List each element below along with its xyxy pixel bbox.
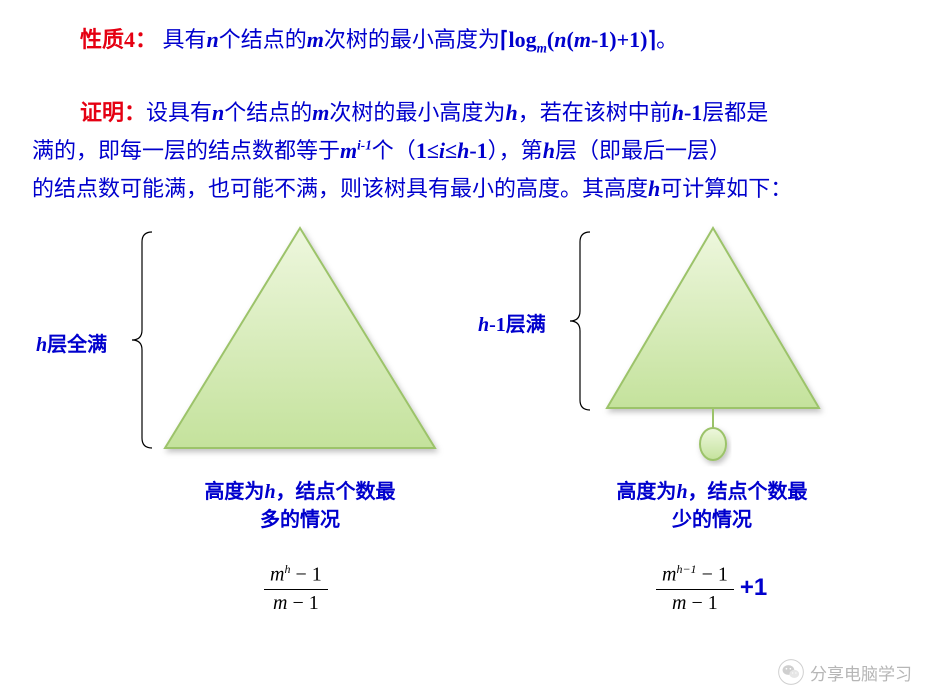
header-m: m — [307, 27, 324, 52]
p2b: 个（ — [372, 138, 416, 163]
lf-top-m: m — [270, 564, 284, 586]
right-side-label: h-1层满 — [478, 308, 546, 337]
rf-top-rest: − 1 — [697, 564, 728, 586]
rc1h: h — [676, 481, 687, 503]
p1c: 次树的最小高度为 — [329, 100, 505, 125]
p2le1: ≤ — [427, 138, 439, 163]
p2m: m — [340, 138, 357, 163]
p2le2: ≤ — [445, 138, 457, 163]
header-log: log — [509, 27, 537, 52]
proof-label: 证明： — [80, 100, 146, 125]
proof-line-3: 的结点数可能满，也可能不满，则该树具有最小的高度。其高度h可计算如下： — [32, 171, 792, 206]
left-side-label: h层全满 — [36, 328, 107, 357]
header-arg2: ( — [567, 27, 574, 52]
header-period: 。 — [656, 27, 678, 52]
rf-bot-m: m — [672, 592, 686, 614]
rf-top-sup: h−1 — [676, 562, 696, 576]
header-arg-m: m — [574, 27, 591, 52]
header-text-1: 具有 — [163, 27, 207, 52]
proof-line-1: 证明：设具有n个结点的m次树的最小高度为h，若在该树中前h-1层都是 — [80, 95, 768, 130]
header-text-3: 次树的最小高度为 — [324, 27, 500, 52]
right-side-mid: -1 — [489, 314, 506, 336]
right-caption-line1: 高度为h，结点个数最 — [582, 478, 842, 506]
p1h1: h — [672, 100, 684, 125]
p3b: 可计算如下： — [660, 176, 792, 201]
p2c: -1 — [469, 138, 487, 163]
left-side-h: h — [36, 334, 47, 356]
header-text-2: 个结点的 — [219, 27, 307, 52]
p1d: ，若在该树中前 — [518, 100, 672, 125]
rc1b: ，结点个数最 — [688, 481, 808, 503]
header-log-sub: m — [537, 40, 547, 55]
right-formula: mh−1 − 1 m − 1 +1 — [656, 562, 767, 615]
rf-bot-rest: − 1 — [687, 592, 718, 614]
footer-text: 分享电脑学习 — [810, 660, 912, 685]
left-side-text: 层全满 — [47, 334, 107, 356]
p2a: 满的，即每一层的结点数都等于 — [32, 138, 340, 163]
right-caption: 高度为h，结点个数最 少的情况 — [582, 478, 842, 534]
right-caption-line2: 少的情况 — [582, 506, 842, 534]
p2d: ），第 — [488, 138, 543, 163]
p1h: h — [505, 100, 517, 125]
lf-top-rest: − 1 — [290, 564, 321, 586]
right-frac-top: mh−1 − 1 — [656, 562, 734, 590]
property-title-line: 性质4： 具有n个结点的m次树的最小高度为⌈logm(n(m-1)+1)⌉。 — [80, 22, 678, 59]
p2h2: h — [543, 138, 555, 163]
wechat-icon — [778, 659, 804, 685]
header-arg3: -1)+1) — [591, 27, 648, 52]
left-caption-line2: 多的情况 — [170, 506, 430, 534]
p3h: h — [648, 176, 660, 201]
footer-watermark: 分享电脑学习 — [778, 659, 912, 685]
p1b: 个结点的 — [224, 100, 312, 125]
p3a: 的结点数可能满，也可能不满，则该树具有最小的高度。其高度 — [32, 176, 648, 201]
left-bracket — [132, 232, 152, 448]
p2one: 1 — [416, 138, 427, 163]
p1e: -1 — [684, 100, 702, 125]
header-arg-n: n — [554, 27, 566, 52]
header-n: n — [207, 27, 219, 52]
right-side-text: 层满 — [506, 314, 546, 336]
p1n: n — [212, 100, 224, 125]
p1m: m — [312, 100, 329, 125]
right-bracket — [570, 232, 590, 410]
right-triangle — [607, 228, 819, 408]
lc1a: 高度为 — [204, 481, 264, 503]
header-ceil-close: ⌉ — [647, 27, 656, 52]
right-side-h: h — [478, 314, 489, 336]
p2sup: i-1 — [357, 138, 372, 153]
p2e: 层（即最后一层） — [555, 138, 731, 163]
p2h: h — [457, 138, 469, 163]
lc1h: h — [264, 481, 275, 503]
property-label: 性质4： — [80, 27, 157, 52]
left-caption-line1: 高度为h，结点个数最 — [170, 478, 430, 506]
left-triangle — [165, 228, 435, 448]
right-plus-one: +1 — [740, 574, 767, 602]
proof-line-2: 满的，即每一层的结点数都等于mi-1个（1≤i≤h-1），第h层（即最后一层） — [32, 133, 731, 168]
p1a: 设具有 — [146, 100, 212, 125]
left-frac-bot: m − 1 — [264, 590, 328, 615]
page-root: 性质4： 具有n个结点的m次树的最小高度为⌈logm(n(m-1)+1)⌉。 证… — [0, 0, 926, 693]
right-node — [700, 428, 726, 460]
lf-bot-m: m — [273, 592, 287, 614]
lc1b: ，结点个数最 — [276, 481, 396, 503]
right-frac-bot: m − 1 — [656, 590, 734, 615]
lf-bot-rest: − 1 — [287, 592, 318, 614]
rc1a: 高度为 — [616, 481, 676, 503]
rf-top-m: m — [662, 564, 676, 586]
left-frac-top: mh − 1 — [264, 562, 328, 590]
left-formula: mh − 1 m − 1 — [264, 562, 328, 615]
p1f: 层都是 — [702, 100, 768, 125]
header-ceil-open: ⌈ — [500, 27, 509, 52]
left-caption: 高度为h，结点个数最 多的情况 — [170, 478, 430, 534]
